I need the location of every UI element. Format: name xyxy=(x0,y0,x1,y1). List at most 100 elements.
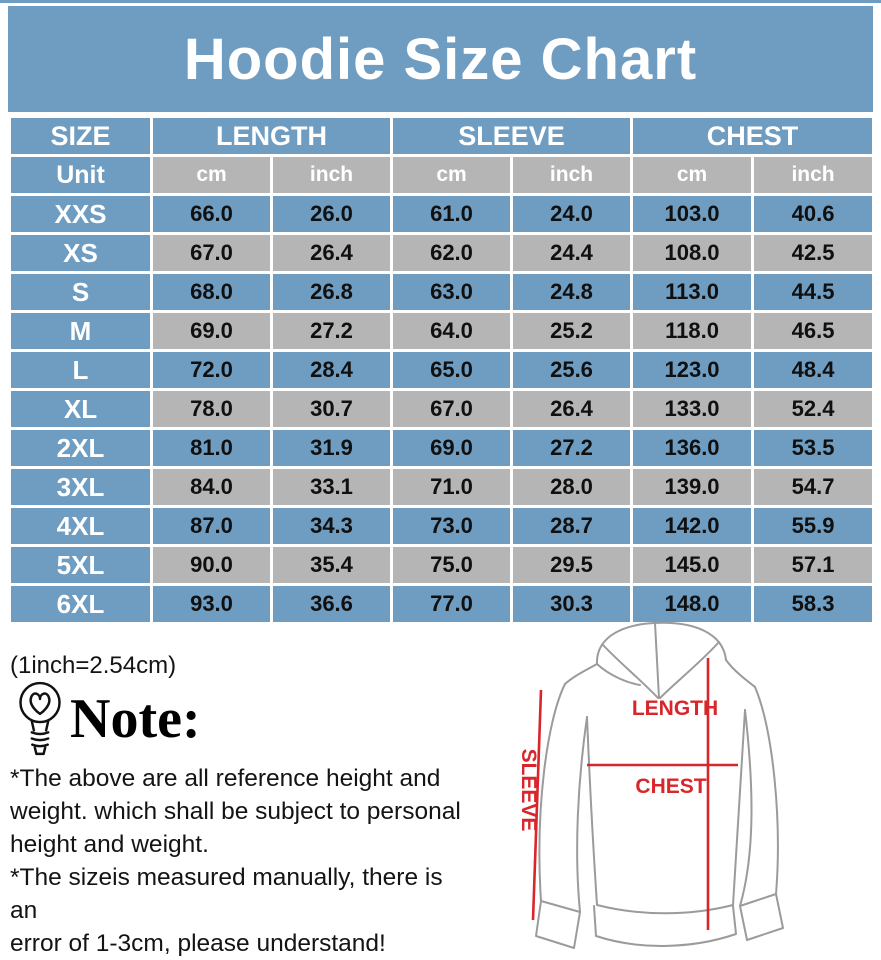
value-cell: 67.0 xyxy=(390,388,513,430)
value-cell: 46.5 xyxy=(751,310,876,352)
value-cell: 90.0 xyxy=(150,544,273,586)
chart-title-band: Hoodie Size Chart xyxy=(8,6,873,112)
table-row: 4XL 87.0 34.3 73.0 28.7 142.0 55.9 xyxy=(8,505,876,547)
value-cell: 61.0 xyxy=(390,193,513,235)
unit-cell: cm xyxy=(630,154,755,196)
value-cell: 64.0 xyxy=(390,310,513,352)
size-cell: L xyxy=(8,349,153,391)
value-cell: 24.0 xyxy=(509,193,634,235)
table-row: M 69.0 27.2 64.0 25.2 118.0 46.5 xyxy=(8,310,876,352)
note-line: height and weight. xyxy=(10,831,209,858)
value-cell: 24.4 xyxy=(509,232,634,274)
value-cell: 71.0 xyxy=(390,466,513,508)
size-table-body: XXS 66.0 26.0 61.0 24.0 103.0 40.6 XS 67.0 26.4 62… xyxy=(8,193,876,625)
value-cell: 78.0 xyxy=(150,388,273,430)
value-cell: 40.6 xyxy=(751,193,876,235)
value-cell: 118.0 xyxy=(630,310,755,352)
value-cell: 27.2 xyxy=(270,310,393,352)
value-cell: 42.5 xyxy=(751,232,876,274)
size-chart-table: SIZE LENGTH SLEEVE CHEST Unit cm inch cm… xyxy=(8,115,876,625)
value-cell: 26.4 xyxy=(509,388,634,430)
size-cell: 5XL xyxy=(8,544,153,586)
value-cell: 35.4 xyxy=(270,544,393,586)
value-cell: 26.8 xyxy=(270,271,393,313)
hoodie-measurement-diagram: LENGTH CHEST SLEEVE xyxy=(517,621,784,949)
page-title: Hoodie Size Chart xyxy=(183,26,698,92)
unit-cell: inch xyxy=(751,154,876,196)
note-heading: Note: xyxy=(16,680,201,758)
value-cell: 136.0 xyxy=(630,427,755,469)
value-cell: 58.3 xyxy=(751,583,876,625)
value-cell: 67.0 xyxy=(150,232,273,274)
size-cell: XXS xyxy=(8,193,153,235)
value-cell: 103.0 xyxy=(630,193,755,235)
value-cell: 53.5 xyxy=(751,427,876,469)
hoodie-outline xyxy=(535,621,784,949)
value-cell: 26.4 xyxy=(270,232,393,274)
value-cell: 54.7 xyxy=(751,466,876,508)
chest-label: CHEST xyxy=(635,775,706,798)
note-line: weight. which shall be subject to person… xyxy=(10,798,461,825)
header-size: SIZE xyxy=(8,115,153,157)
note-line: *The above are all reference height and xyxy=(10,765,441,792)
value-cell: 62.0 xyxy=(390,232,513,274)
header-length: LENGTH xyxy=(150,115,393,157)
value-cell: 36.6 xyxy=(270,583,393,625)
value-cell: 69.0 xyxy=(390,427,513,469)
size-cell: S xyxy=(8,271,153,313)
value-cell: 68.0 xyxy=(150,271,273,313)
value-cell: 31.9 xyxy=(270,427,393,469)
note-title: Note: xyxy=(70,688,201,750)
size-cell: M xyxy=(8,310,153,352)
value-cell: 69.0 xyxy=(150,310,273,352)
value-cell: 66.0 xyxy=(150,193,273,235)
value-cell: 72.0 xyxy=(150,349,273,391)
value-cell: 24.8 xyxy=(509,271,634,313)
value-cell: 26.0 xyxy=(270,193,393,235)
table-row: XXS 66.0 26.0 61.0 24.0 103.0 40.6 xyxy=(8,193,876,235)
value-cell: 55.9 xyxy=(751,505,876,547)
value-cell: 81.0 xyxy=(150,427,273,469)
value-cell: 48.4 xyxy=(751,349,876,391)
table-row: L 72.0 28.4 65.0 25.6 123.0 48.4 xyxy=(8,349,876,391)
value-cell: 28.0 xyxy=(509,466,634,508)
table-row: 5XL 90.0 35.4 75.0 29.5 145.0 57.1 xyxy=(8,544,876,586)
note-line: error of 1-3cm, please understand! xyxy=(10,930,386,957)
unit-cell: inch xyxy=(270,154,393,196)
table-row: S 68.0 26.8 63.0 24.8 113.0 44.5 xyxy=(8,271,876,313)
value-cell: 148.0 xyxy=(630,583,755,625)
unit-cell: inch xyxy=(509,154,634,196)
value-cell: 87.0 xyxy=(150,505,273,547)
size-cell: XL xyxy=(8,388,153,430)
value-cell: 142.0 xyxy=(630,505,755,547)
sleeve-line xyxy=(531,689,543,921)
value-cell: 75.0 xyxy=(390,544,513,586)
value-cell: 73.0 xyxy=(390,505,513,547)
value-cell: 57.1 xyxy=(751,544,876,586)
value-cell: 133.0 xyxy=(630,388,755,430)
value-cell: 34.3 xyxy=(270,505,393,547)
length-label: LENGTH xyxy=(632,697,718,720)
value-cell: 77.0 xyxy=(390,583,513,625)
sleeve-label: SLEEVE xyxy=(517,749,540,832)
table-row: XS 67.0 26.4 62.0 24.4 108.0 42.5 xyxy=(8,232,876,274)
size-cell: 6XL xyxy=(8,583,153,625)
unit-cell: cm xyxy=(390,154,513,196)
table-row: XL 78.0 30.7 67.0 26.4 133.0 52.4 xyxy=(8,388,876,430)
value-cell: 52.4 xyxy=(751,388,876,430)
value-cell: 30.3 xyxy=(509,583,634,625)
value-cell: 28.7 xyxy=(509,505,634,547)
unit-cell: cm xyxy=(150,154,273,196)
note-line: *The sizeis measured manually, there is … xyxy=(10,864,443,924)
note-text: *The above are all reference height and … xyxy=(10,762,470,960)
value-cell: 145.0 xyxy=(630,544,755,586)
value-cell: 25.2 xyxy=(509,310,634,352)
value-cell: 25.6 xyxy=(509,349,634,391)
header-row: SIZE LENGTH SLEEVE CHEST xyxy=(8,115,876,157)
value-cell: 28.4 xyxy=(270,349,393,391)
value-cell: 27.2 xyxy=(509,427,634,469)
value-cell: 65.0 xyxy=(390,349,513,391)
value-cell: 113.0 xyxy=(630,271,755,313)
inch-conversion-note: (1inch=2.54cm) xyxy=(10,652,177,679)
value-cell: 29.5 xyxy=(509,544,634,586)
